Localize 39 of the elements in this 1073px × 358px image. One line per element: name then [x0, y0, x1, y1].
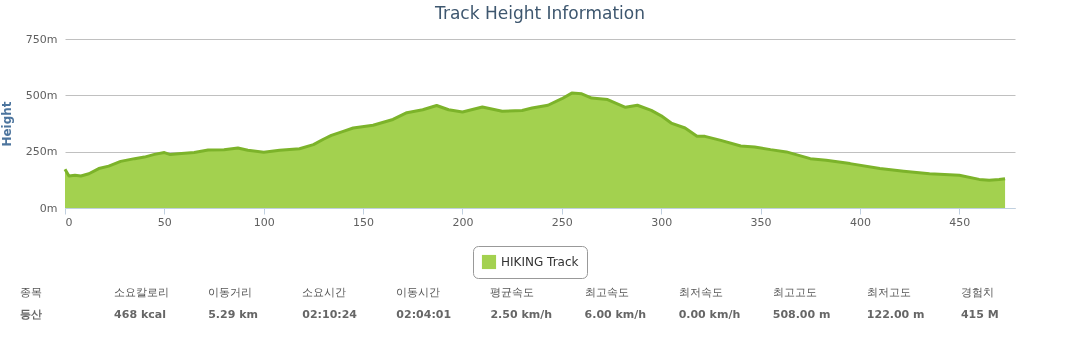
x-tick-label: 250 — [551, 215, 573, 229]
text: 최저고도 — [866, 286, 911, 299]
x-tick-label: 450 — [949, 215, 971, 229]
x-tick-label: 400 — [849, 215, 871, 229]
text: 0.00 km/h — [678, 308, 741, 321]
x-tick-label: 300 — [651, 215, 673, 229]
x-tick-label: 350 — [750, 215, 772, 229]
text: 508.00 m — [772, 308, 831, 321]
text: 등산 — [20, 308, 42, 321]
y-axis-title: Height — [0, 101, 14, 147]
chart-title: Track Height Information — [434, 3, 645, 23]
text: 2.50 km/h — [490, 308, 553, 321]
x-tick-label: 150 — [353, 215, 375, 229]
text: 소요칼로리 — [114, 286, 170, 299]
x-tick-label: 100 — [253, 215, 275, 229]
text: 5.29 km — [208, 308, 258, 321]
text: 경험치 — [960, 286, 994, 299]
text: 종목 — [20, 286, 42, 299]
text: 소요시간 — [302, 286, 347, 299]
y-tick-label: 500m — [25, 88, 58, 102]
text: 평균속도 — [490, 286, 535, 299]
text: 6.00 km/h — [584, 308, 647, 321]
x-tick-label: 50 — [157, 215, 172, 229]
x-tick-label: 200 — [452, 215, 474, 229]
text: 최저속도 — [678, 286, 723, 299]
text: 122.00 m — [866, 308, 925, 321]
x-tick-label: 0 — [65, 215, 73, 229]
text: 468 kcal — [114, 308, 166, 321]
y-tick-label: 0m — [39, 201, 58, 215]
text: 02:04:01 — [396, 308, 452, 321]
text: 이동시간 — [396, 286, 441, 299]
text: 415 M — [960, 308, 999, 321]
y-tick-label: 750m — [25, 32, 58, 46]
text: 최고고도 — [772, 286, 817, 299]
text: 이동거리 — [208, 286, 253, 299]
text: 02:10:24 — [302, 308, 358, 321]
y-tick-label: 250m — [25, 145, 58, 159]
legend-label: HIKING Track — [501, 255, 579, 269]
text: 최고속도 — [584, 286, 629, 299]
